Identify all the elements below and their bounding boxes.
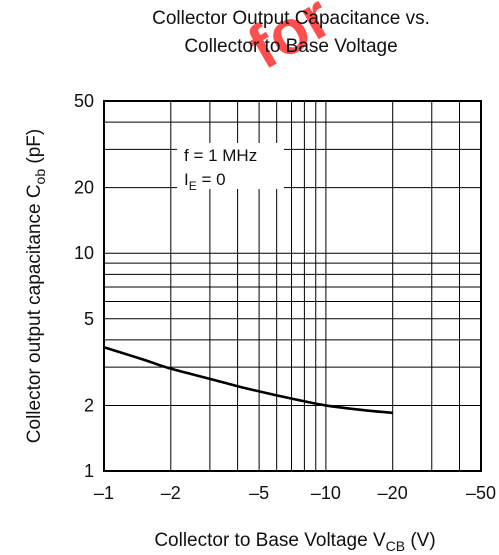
y-tick-label-4: 20 [74, 178, 94, 198]
x-tick-label-5: –50 [466, 483, 496, 503]
annotation-box [177, 143, 284, 189]
grid [104, 101, 481, 471]
annotation-frequency: f = 1 MHz [184, 146, 257, 165]
annotation: f = 1 MHz IE = 0 [177, 143, 284, 193]
y-tick-label-0: 1 [84, 461, 94, 481]
y-axis-label: Collector output capacitance Cob (pF) [24, 129, 48, 443]
x-tick-label-0: –1 [94, 483, 114, 503]
series-line-0 [103, 346, 393, 415]
chart-title-line2: Collector to Base Voltage [184, 36, 397, 57]
series-layer [103, 346, 393, 415]
y-tick-label-1: 2 [84, 395, 94, 415]
y-tick-label-5: 50 [74, 91, 94, 111]
chart-title-line1: Collector Output Capacitance vs. [152, 8, 430, 29]
tick-labels: –1 –2 –5 –10 –20 –50 1 2 5 10 20 50 [74, 91, 496, 503]
annotation-emitter-current: IE = 0 [184, 170, 226, 193]
x-tick-label-4: –20 [378, 483, 408, 503]
x-tick-label-2: –5 [249, 483, 269, 503]
y-tick-label-2: 5 [84, 309, 94, 329]
plot-frame [103, 100, 482, 472]
x-axis-label: Collector to Base Voltage VCB (V) [154, 530, 435, 554]
x-tick-label-3: –10 [311, 483, 341, 503]
y-tick-label-3: 10 [74, 243, 94, 263]
x-tick-label-1: –2 [161, 483, 181, 503]
